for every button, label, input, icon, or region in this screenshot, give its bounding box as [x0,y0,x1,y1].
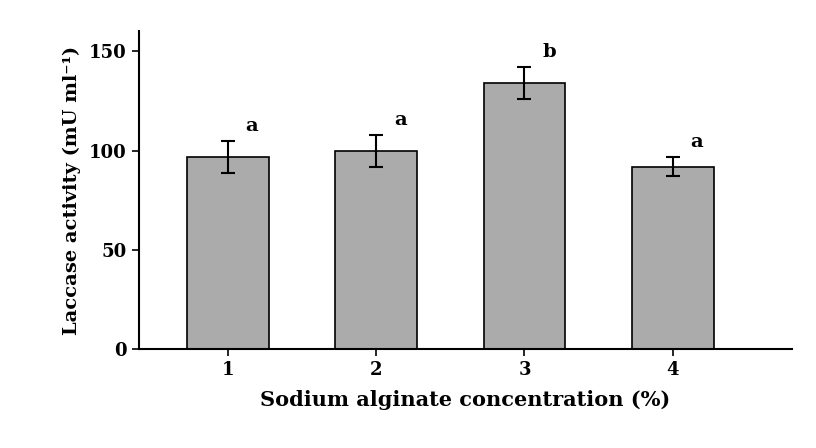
Text: a: a [690,133,703,151]
Bar [187,157,268,349]
Text: b: b [543,43,556,61]
Bar [632,167,714,349]
X-axis label: Sodium alginate concentration (%): Sodium alginate concentration (%) [260,390,670,410]
Text: a: a [394,111,406,129]
Bar [484,83,565,349]
Y-axis label: Laccase activity (mU ml⁻¹): Laccase activity (mU ml⁻¹) [63,46,81,335]
Text: a: a [246,117,259,135]
Bar [335,151,417,349]
